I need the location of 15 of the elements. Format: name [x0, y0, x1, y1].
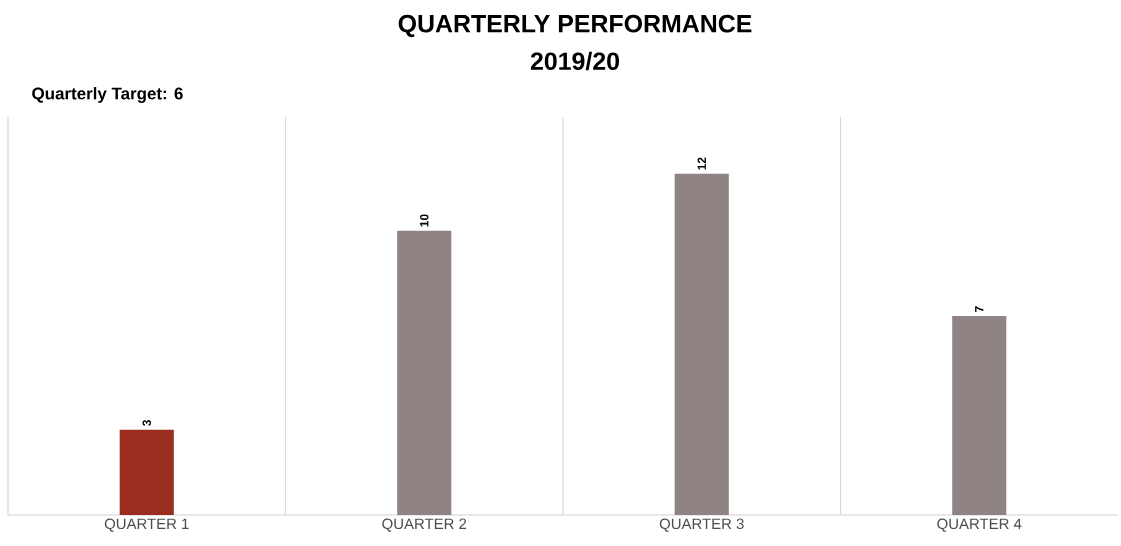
- bar: [119, 429, 174, 515]
- x-tick-label: QUARTER 2: [382, 518, 467, 532]
- bar: [397, 230, 452, 515]
- text: Quarterly Target: 6: [32, 87, 183, 103]
- chart-subtitle: 2019/20: [530, 51, 619, 71]
- x-tick-label: QUARTER 3: [659, 518, 744, 532]
- data-label: 3: [142, 419, 151, 426]
- x-tick-label: QUARTER 4: [937, 518, 1022, 532]
- bar: [952, 316, 1007, 515]
- data-label: 10: [420, 214, 429, 227]
- x-tick-label: QUARTER 1: [104, 518, 189, 532]
- data-label: 7: [975, 306, 984, 312]
- bar: [674, 173, 729, 515]
- data-label: 12: [697, 157, 706, 170]
- chart-title: QUARTERLY PERFORMANCE: [398, 14, 752, 38]
